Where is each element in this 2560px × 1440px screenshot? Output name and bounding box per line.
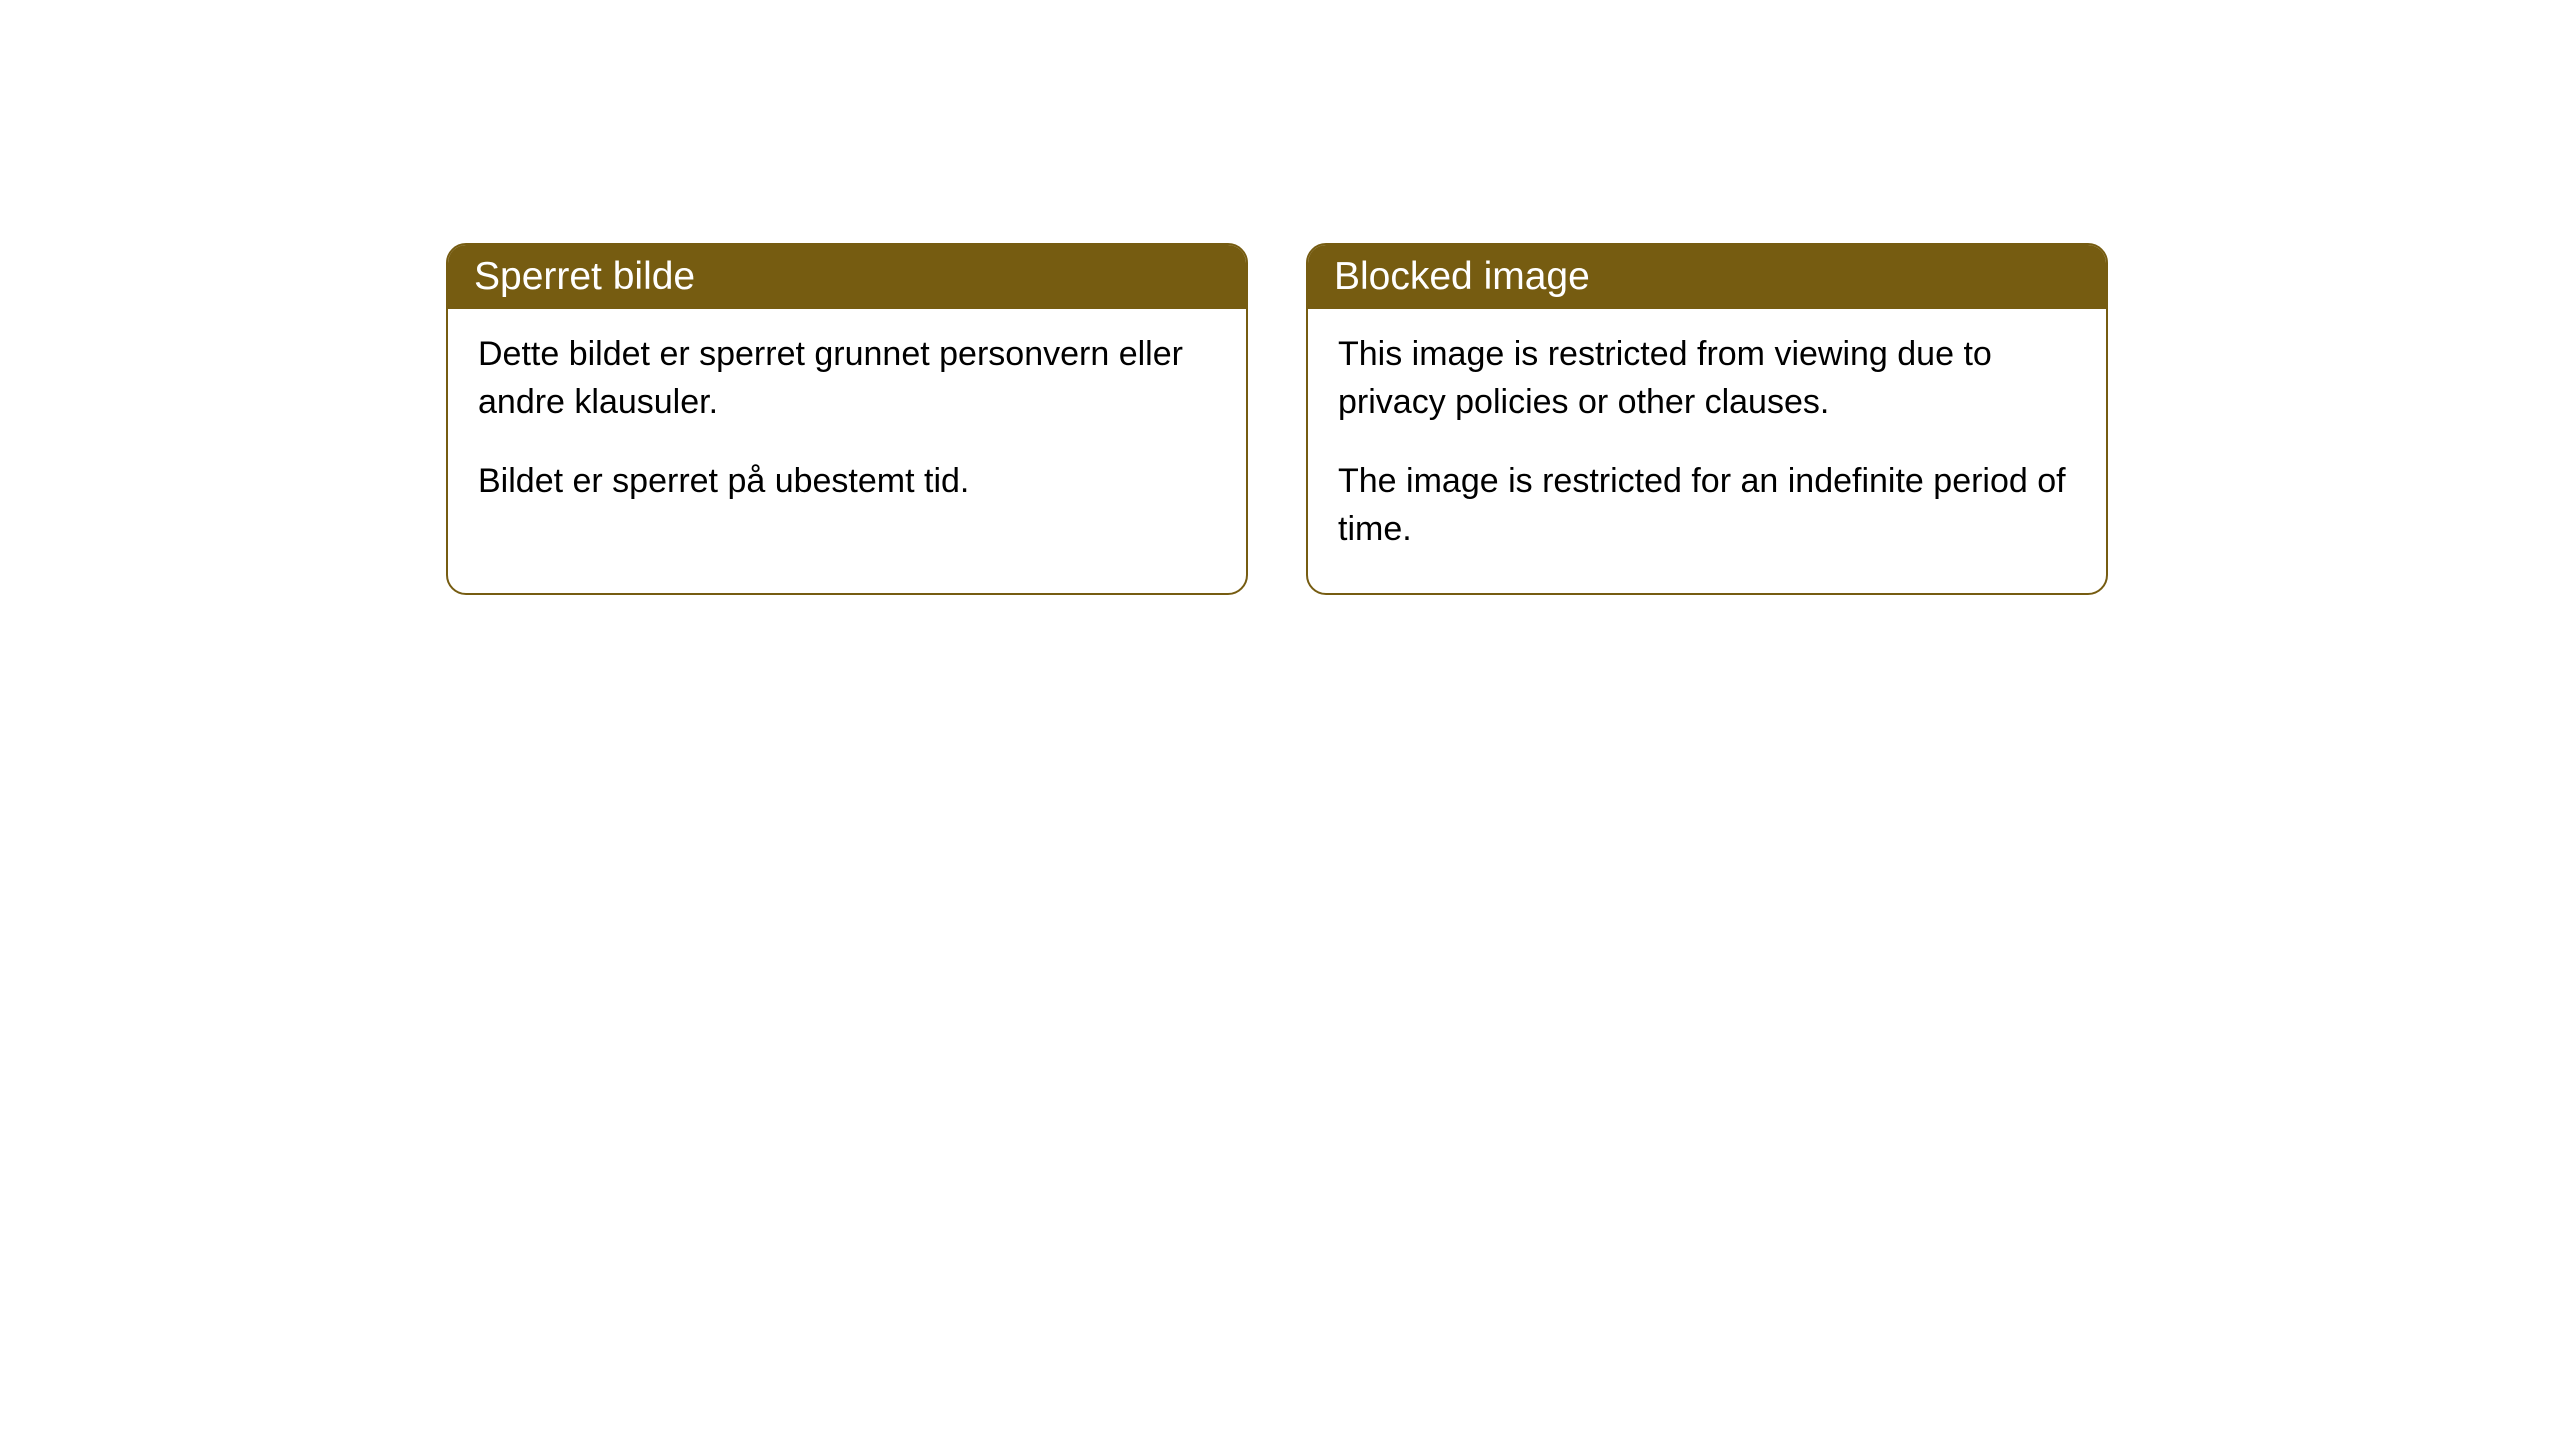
card-text-line-1: This image is restricted from viewing du… bbox=[1338, 331, 2076, 426]
card-text-line-2: The image is restricted for an indefinit… bbox=[1338, 458, 2076, 553]
card-body-norwegian: Dette bildet er sperret grunnet personve… bbox=[448, 309, 1246, 546]
card-header-english: Blocked image bbox=[1308, 245, 2106, 309]
card-text-line-1: Dette bildet er sperret grunnet personve… bbox=[478, 331, 1216, 426]
card-text-line-2: Bildet er sperret på ubestemt tid. bbox=[478, 458, 1216, 506]
card-header-norwegian: Sperret bilde bbox=[448, 245, 1246, 309]
notice-container: Sperret bilde Dette bildet er sperret gr… bbox=[0, 0, 2560, 595]
notice-card-norwegian: Sperret bilde Dette bildet er sperret gr… bbox=[446, 243, 1248, 595]
card-body-english: This image is restricted from viewing du… bbox=[1308, 309, 2106, 593]
notice-card-english: Blocked image This image is restricted f… bbox=[1306, 243, 2108, 595]
card-title: Blocked image bbox=[1334, 255, 1590, 298]
card-title: Sperret bilde bbox=[474, 255, 695, 298]
